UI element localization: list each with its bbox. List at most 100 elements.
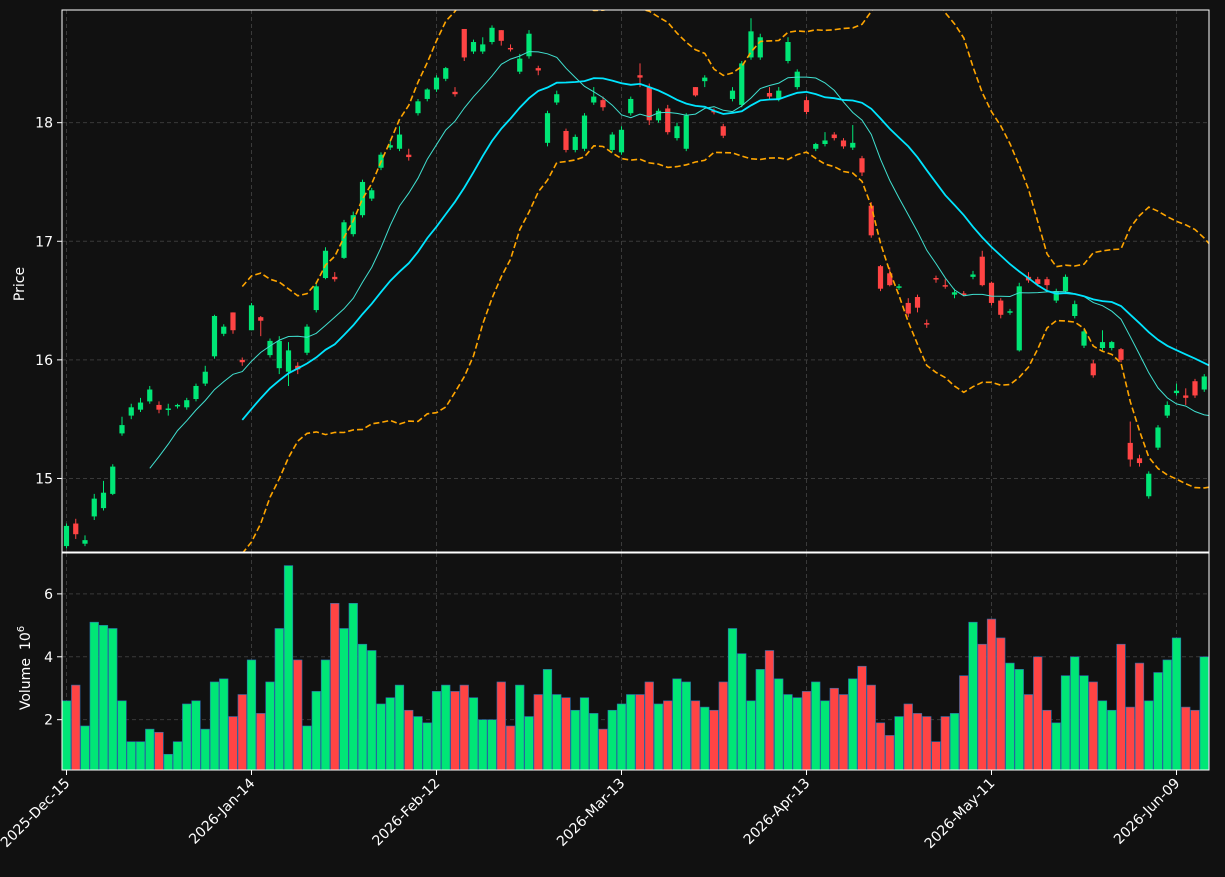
candle — [517, 53, 523, 75]
candle — [221, 324, 227, 337]
volume-bar — [487, 719, 497, 770]
bollinger-upper-line — [241, 10, 1209, 297]
candle — [1099, 330, 1106, 351]
volume-tick-label: 2 — [44, 713, 53, 729]
candle — [803, 96, 810, 115]
volume-bar — [644, 681, 654, 770]
candle-body — [544, 113, 551, 143]
volume-bar — [320, 659, 331, 770]
price-tick-label: 18 — [35, 116, 53, 132]
candle — [82, 535, 88, 547]
candle — [230, 312, 236, 334]
candle-body — [887, 273, 893, 286]
volume-bar — [283, 565, 294, 770]
candle-body — [961, 293, 967, 295]
candle — [850, 125, 856, 150]
candle-body — [998, 300, 1004, 315]
volume-bar — [330, 603, 340, 770]
price-plot-area — [63, 10, 1225, 552]
candle-body — [1155, 427, 1161, 448]
candle — [970, 270, 976, 280]
x-tick-label: 2026-Jan-14 — [186, 775, 258, 847]
candle-body — [1192, 381, 1198, 396]
volume-panel-frame — [61, 552, 1210, 771]
candle-body — [239, 359, 245, 363]
candle-body — [951, 292, 958, 295]
candle-body — [813, 144, 819, 149]
candle-body — [359, 181, 366, 216]
candle — [813, 142, 819, 152]
candle — [100, 480, 107, 511]
candle-body — [461, 28, 467, 58]
candle-body — [91, 498, 97, 517]
candle-body — [202, 371, 208, 384]
volume-bar — [145, 728, 155, 770]
candle — [544, 110, 551, 147]
candle — [729, 87, 736, 102]
candle — [369, 187, 375, 201]
candle-body — [766, 93, 773, 97]
x-tick-label: 2026-Jun-09 — [1111, 776, 1183, 848]
volume-bar — [154, 731, 164, 770]
volume-bar — [413, 716, 423, 770]
candle — [591, 87, 597, 105]
volume-bar — [875, 722, 886, 770]
candle-body — [905, 302, 911, 314]
candle-body — [739, 63, 745, 105]
candle — [184, 397, 190, 410]
candle-body — [896, 286, 902, 288]
candle — [628, 96, 634, 116]
candle — [702, 75, 708, 88]
candle-body — [350, 215, 356, 235]
volume-bar — [607, 709, 617, 770]
candle — [239, 357, 245, 366]
volume-bar — [459, 684, 469, 770]
candle-body — [1220, 348, 1225, 368]
volume-bar — [866, 684, 876, 770]
volume-bar — [709, 709, 719, 770]
volume-bar — [1181, 706, 1191, 770]
volume-bar — [663, 700, 673, 770]
candle — [822, 132, 828, 147]
volume-bar — [1162, 659, 1172, 770]
candle — [1053, 288, 1059, 303]
candle-body — [248, 305, 255, 331]
volume-bar — [1116, 643, 1126, 770]
volume-bar — [219, 678, 229, 770]
candle — [914, 294, 921, 313]
candle-body — [230, 312, 236, 331]
candle — [646, 83, 652, 126]
volume-bar — [727, 628, 738, 770]
candle — [248, 302, 255, 331]
candle — [313, 281, 319, 313]
volume-bar — [302, 725, 312, 770]
x-tick-label: 2026-Mar-13 — [554, 776, 628, 850]
candle-body — [100, 492, 107, 509]
volume-bar — [1134, 662, 1145, 770]
candle — [110, 464, 116, 496]
candle — [267, 338, 273, 358]
volume-axis-label-exponent: 6 — [16, 626, 27, 632]
candle-body — [850, 142, 856, 148]
candle — [739, 60, 745, 108]
candle-body — [507, 47, 514, 50]
volume-bar — [394, 684, 405, 770]
candle-body — [174, 404, 181, 407]
candle-body — [1109, 342, 1115, 349]
volume-bar — [422, 722, 432, 770]
volume-bar — [829, 687, 839, 770]
volume-bar — [431, 691, 442, 770]
volume-bar — [209, 681, 220, 770]
volume-bar — [237, 694, 247, 770]
candle — [387, 140, 393, 150]
candle-body — [581, 115, 588, 149]
volume-bar — [265, 681, 275, 770]
volume-plot-area — [62, 565, 1209, 770]
candle-body — [498, 30, 504, 41]
candle-body — [1099, 342, 1106, 349]
candle-body — [785, 42, 791, 61]
candle-body — [489, 27, 495, 43]
volume-bar — [848, 678, 858, 770]
volume-bar — [690, 700, 701, 770]
